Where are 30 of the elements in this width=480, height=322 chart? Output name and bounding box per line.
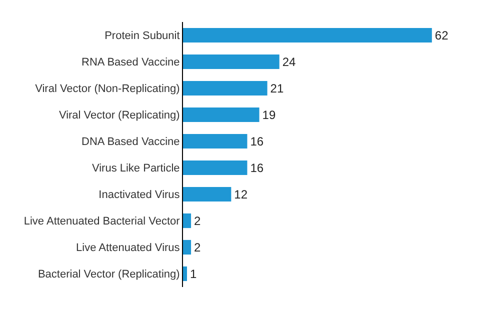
- y-tick-label: Virus Like Particle: [92, 162, 180, 175]
- bar: [183, 213, 192, 228]
- data-label: 2: [194, 214, 202, 228]
- y-tick-label: Inactivated Virus: [98, 189, 180, 202]
- bar: [183, 80, 268, 96]
- y-tick-label: RNA Based Vaccine: [82, 56, 180, 69]
- data-label: 19: [262, 108, 276, 122]
- y-tick-label: Protein Subunit: [104, 30, 180, 42]
- bar: [183, 160, 248, 176]
- data-label: 62: [434, 28, 449, 42]
- data-label: 2: [194, 240, 202, 254]
- bar: [183, 186, 232, 202]
- data-label: 12: [234, 187, 248, 202]
- bar: [183, 134, 248, 149]
- data-label: 1: [190, 266, 198, 281]
- data-label: 16: [250, 134, 264, 148]
- bar: [183, 54, 280, 70]
- data-label: 24: [282, 54, 296, 69]
- data-label: 21: [270, 81, 284, 96]
- y-tick-label: Viral Vector (Non-Replicating): [35, 83, 180, 96]
- y-tick-label: Live Attenuated Virus: [76, 242, 180, 254]
- y-tick-label: Viral Vector (Replicating): [58, 110, 180, 122]
- y-tick-label: Bacterial Vector (Replicating): [38, 268, 180, 281]
- y-tick-label: DNA Based Vaccine: [82, 136, 180, 148]
- bar: [183, 240, 192, 255]
- bar: [183, 107, 260, 122]
- y-tick-label: Live Attenuated Bacterial Vector: [24, 216, 180, 228]
- bar: [183, 266, 188, 282]
- data-label: 16: [250, 160, 264, 175]
- bar: [183, 28, 432, 43]
